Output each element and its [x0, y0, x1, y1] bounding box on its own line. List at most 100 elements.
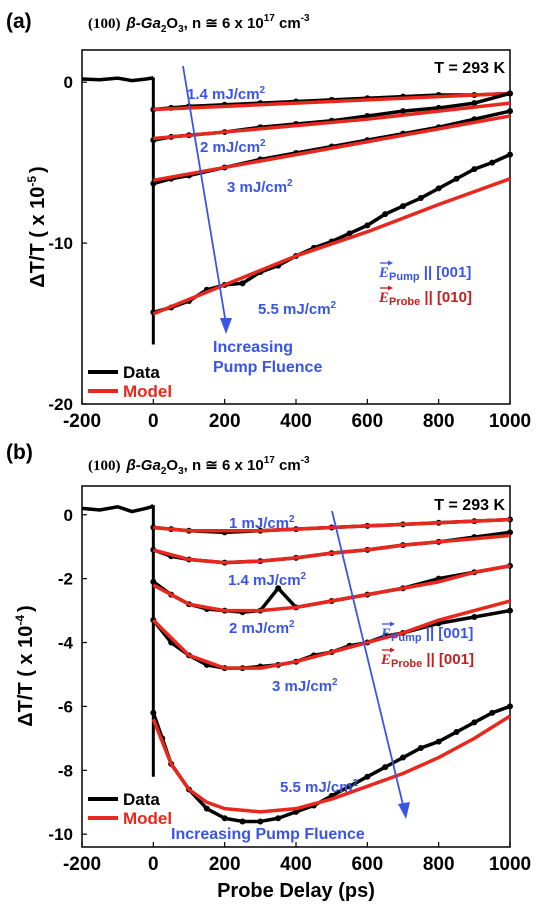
panel-b-y-tick-label-4: -8	[58, 761, 73, 780]
panel-a-legend-model-label: Model	[123, 382, 172, 401]
panel-b-fluence-label-3: 2 mJ/cm2	[229, 619, 295, 637]
panel-a-fluence-label-3: 3 mJ/cm2	[227, 178, 293, 196]
panel-b-temperature-label: T = 293 K	[434, 497, 505, 514]
panel-b-legend-model-label: Model	[123, 809, 172, 828]
panel-a-model-series-2	[153, 101, 511, 141]
panel-b-ylabel-exp: -4	[13, 615, 27, 626]
panel-a-ylabel-exp: -5	[25, 176, 39, 187]
panel-a-y-tick-label-1: -10	[48, 234, 73, 253]
panel-a-fluence-4-exp: 2	[331, 300, 337, 311]
panel-b-title-density-exp: 17	[264, 455, 276, 466]
panel-a-data-point-3-0	[150, 180, 157, 187]
panel-b-data-point-5-13	[364, 773, 371, 780]
panel-a-x-tick-label-4: 600	[351, 411, 383, 432]
panel-a-data-point-4-18	[471, 166, 478, 173]
panel-a-data-point-4-12	[364, 222, 371, 229]
panel-a-legend: Data Model	[88, 363, 172, 401]
panel-b-x-tick-label-5: 800	[423, 854, 455, 875]
panel-a-x-tick-label-1: 0	[148, 411, 159, 432]
panel-b-model-series-5	[151, 714, 511, 814]
panel-b-arrow-label: Increasing Pump Fluence	[171, 826, 365, 843]
panel-b-x-tick-label-6: 1000	[489, 854, 531, 875]
panel-b-fluence-2-text: 1.4 mJ/cm	[228, 572, 301, 589]
panel-a-pump-sub: Pump	[389, 271, 420, 283]
panel-a-data-point-4-11	[346, 230, 353, 237]
panel-a-ylabel-tail: )	[27, 166, 49, 173]
panel-a-series	[81, 75, 513, 345]
panel-b-data-point-5-14	[382, 764, 389, 771]
panel-a-x-tick-label-2: 200	[209, 411, 241, 432]
panel-b-data-point-5-4	[203, 805, 210, 812]
panel-a-ylabel-main: ΔT/T ( x 10	[27, 187, 49, 288]
panel-a-title-sub1: 2	[161, 24, 167, 35]
panel-b-title-density: , n ≅ 6 x 10	[184, 457, 264, 474]
panel-a-probe-e: E	[378, 290, 389, 306]
panel-a-fluence-3-exp: 2	[287, 178, 293, 189]
panel-b-y-tick-label-5: -10	[48, 825, 73, 844]
panel-a-probe-vector-head	[388, 285, 393, 291]
panel-a-fluence-2-text: 2 mJ/cm	[200, 139, 260, 156]
panel-a-title-density-exp: 17	[264, 13, 276, 24]
panel-b-pump-vector-head	[390, 621, 395, 627]
panel-a-label: (a)	[6, 10, 32, 33]
panel-a-fluence-1-exp: 2	[260, 85, 266, 96]
panel-b-fluence-4-exp: 2	[332, 677, 338, 688]
panel-a-y-axis-label: ΔT/T ( x 10-5)	[25, 166, 49, 287]
panel-b-probe-sub: Probe	[391, 658, 422, 670]
panel-b-fluence-1-exp: 2	[289, 514, 295, 525]
panel-b-title-sub2: 3	[178, 466, 184, 477]
panel-a-x-tick-label-3: 400	[280, 411, 312, 432]
panel-a-x-tick-label-6: 1000	[489, 411, 531, 432]
panel-a: (a) (100) β-Ga2O3, n ≅ 6 x 1017 cm-3 -200…	[6, 10, 531, 432]
panel-b-probe-label: EProbe || [001]	[380, 651, 474, 670]
panel-b-baseline-data	[81, 503, 155, 514]
panel-a-model-series-4	[152, 177, 511, 316]
panel-a-data-point-4-15	[417, 195, 424, 202]
panel-a-baseline-data	[81, 75, 155, 83]
panel-b-title-sub1: 2	[161, 466, 167, 477]
panel-a-probe-sub: Probe	[389, 296, 420, 308]
panel-b-x-tick-label-0: -200	[63, 854, 101, 875]
panel-b-x-tick-label-4: 600	[351, 854, 383, 875]
panel-b-x-tick-label-1: 0	[148, 854, 159, 875]
panel-a-temperature-label: T = 293 K	[434, 60, 505, 77]
panel-a-polarization: EPump || [001] EProbe || [010]	[378, 260, 472, 308]
panel-b-fluence-arrowhead	[398, 802, 410, 819]
panel-a-x-axis: -200 0 200 400 600 800 1000	[63, 399, 531, 432]
panel-a-data-point-4-14	[400, 203, 406, 210]
panel-b-data-point-5-12	[346, 783, 353, 790]
panel-a-fluence-arrow	[182, 65, 227, 325]
panel-a-title-density: , n ≅ 6 x 10	[184, 15, 264, 32]
panel-b-x-tick-label-2: 200	[209, 854, 241, 875]
panel-a-title-unit: cm	[275, 15, 301, 32]
panel-b-data-point-5-19	[471, 719, 478, 726]
panel-b-data-point-4-17	[507, 607, 513, 614]
panel-a-y-tick-label-2: -20	[48, 395, 73, 414]
panel-a-pump-value: || [001]	[420, 264, 472, 281]
panel-b-data-point-4-16	[471, 613, 478, 620]
panel-a-data-point-4-19	[489, 159, 496, 166]
panel-b-data-point-5-8	[275, 815, 282, 822]
panel-a-fluence-label-1: 1.4 mJ/cm2	[187, 85, 266, 103]
panel-b-data-point-5-15	[400, 754, 406, 761]
panel-a-title-mid: O	[166, 15, 178, 32]
panel-b-fluence-5-exp: 2	[353, 778, 359, 789]
panel-b-y-axis: 0 -2 -4 -6 -8 -10	[48, 506, 87, 844]
panel-a-probe-value: || [010]	[420, 289, 472, 306]
panel-b-data-point-3-7	[275, 585, 282, 592]
panel-b-fluence-arrow	[331, 510, 405, 810]
panel-b-label: (b)	[6, 441, 33, 464]
panel-a-data-point-4-20	[507, 151, 513, 158]
panel-a-data-point-4-17	[453, 175, 460, 182]
panel-a-fluence-4-text: 5.5 mJ/cm	[258, 301, 331, 318]
panel-b-pump-e: E	[380, 626, 391, 642]
panel-a-arrow-label-line2: Pump Fluence	[213, 359, 322, 376]
panel-b-data-point-5-18	[453, 728, 460, 735]
panel-a-data-point-2-11	[507, 90, 513, 97]
panel-b-probe-e: E	[380, 652, 391, 668]
panel-b-model-series-3	[152, 564, 511, 613]
panel-b-data-series-5	[151, 704, 511, 824]
panel-b-ylabel-tail: )	[15, 605, 37, 612]
panel-b-title-orientation: (100)	[88, 458, 121, 474]
